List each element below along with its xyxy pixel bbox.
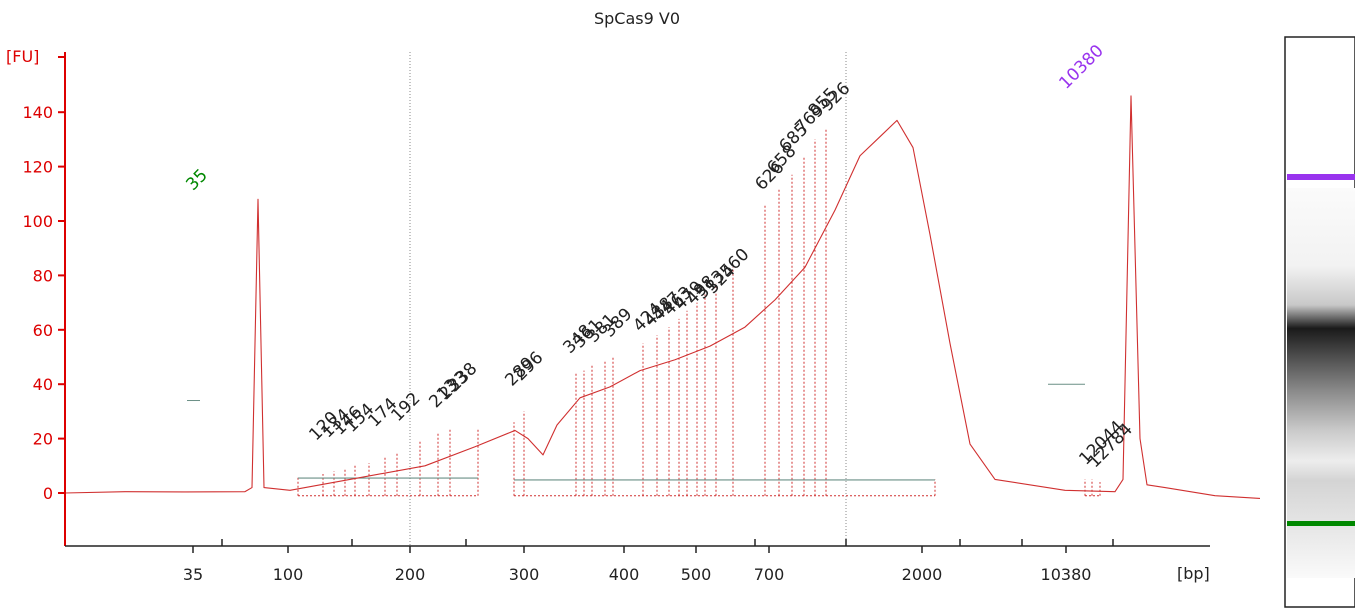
- y-tick-label: 60: [33, 321, 53, 340]
- y-tick-label: 120: [22, 158, 53, 177]
- gel-band-upper-marker: [1287, 174, 1355, 180]
- axes: 0 20 40 60 80 100 120 140 35 100 200 300 400 500 700 20…: [22, 52, 1210, 584]
- vertical-grid-lines: [409, 52, 847, 546]
- y-tick-label: 100: [22, 212, 53, 231]
- x-tick-label: 400: [609, 565, 640, 584]
- x-tick-label: 35: [183, 565, 203, 584]
- gel-lane-smear: [1287, 188, 1355, 578]
- trace-layer: [64, 95, 1261, 499]
- y-axis-label: [FU]: [6, 47, 39, 66]
- y-tick-label: 0: [43, 484, 53, 503]
- gel-lane: [1284, 36, 1355, 608]
- peak-label: 192: [387, 389, 424, 426]
- marker-label-lower: 35: [182, 165, 211, 194]
- y-tick-label: 40: [33, 375, 53, 394]
- y-tick-label: 20: [33, 430, 53, 449]
- peak-baselines: [187, 383, 1085, 481]
- x-tick-label: 300: [509, 565, 540, 584]
- peak-fraction-lines: [297, 128, 1101, 497]
- x-tick-label: 700: [754, 565, 785, 584]
- chart-title: SpCas9 V0: [594, 9, 680, 28]
- x-tick-label: 100: [273, 565, 304, 584]
- x-tick-label: 2000: [902, 565, 943, 584]
- gel-band-lower-marker: [1287, 521, 1355, 526]
- y-tick-label: 80: [33, 266, 53, 285]
- x-tick-label: 10380: [1041, 565, 1092, 584]
- marker-label-upper: 10380: [1055, 41, 1107, 93]
- x-tick-label: 500: [681, 565, 712, 584]
- x-axis-label: [bp]: [1177, 564, 1210, 583]
- x-tick-label: 200: [395, 565, 426, 584]
- y-tick-label: 140: [22, 103, 53, 122]
- trace-line: [64, 95, 1261, 499]
